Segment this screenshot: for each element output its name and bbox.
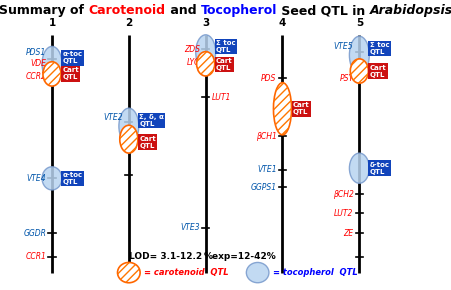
Text: Σ toc
QTL: Σ toc QTL — [216, 40, 235, 53]
Ellipse shape — [43, 62, 61, 86]
Text: VTE1: VTE1 — [257, 165, 276, 174]
Text: LUT2: LUT2 — [333, 209, 353, 218]
Text: Σ, δ, α
QTL: Σ, δ, α QTL — [139, 114, 164, 127]
Ellipse shape — [117, 262, 140, 283]
Text: βCH2: βCH2 — [332, 190, 353, 199]
Text: CCR2: CCR2 — [25, 72, 46, 81]
Text: βCH1: βCH1 — [255, 132, 276, 141]
Text: Tocopherol: Tocopherol — [200, 4, 276, 17]
Text: Cart
QTL: Cart QTL — [369, 65, 386, 77]
Ellipse shape — [273, 83, 291, 135]
Text: VTE4: VTE4 — [27, 174, 46, 183]
Text: and: and — [165, 4, 200, 17]
Text: Seed QTL in: Seed QTL in — [276, 4, 369, 17]
Text: VDE: VDE — [30, 59, 46, 68]
Ellipse shape — [119, 108, 138, 144]
Text: Σ toc
QTL: Σ toc QTL — [369, 42, 388, 55]
Text: ZE: ZE — [343, 229, 353, 238]
Text: α-toc
QTL: α-toc QTL — [62, 52, 83, 64]
Text: CCR1: CCR1 — [25, 252, 46, 261]
Ellipse shape — [42, 167, 62, 190]
Text: α-toc
QTL: α-toc QTL — [62, 172, 83, 185]
Text: %exp=12-42%: %exp=12-42% — [203, 252, 276, 261]
Text: Cart
QTL: Cart QTL — [216, 58, 232, 71]
Text: 2: 2 — [125, 18, 132, 28]
Text: VTE5: VTE5 — [333, 42, 353, 51]
Text: Cart
QTL: Cart QTL — [139, 136, 156, 148]
Ellipse shape — [196, 52, 214, 76]
Ellipse shape — [349, 36, 368, 74]
Text: 5: 5 — [355, 18, 362, 28]
Text: 4: 4 — [278, 18, 285, 28]
Text: δ-toc
QTL: δ-toc QTL — [369, 162, 389, 175]
Ellipse shape — [195, 35, 215, 70]
Text: PDS1: PDS1 — [26, 48, 46, 57]
Text: 1: 1 — [48, 18, 55, 28]
Text: LUT1: LUT1 — [211, 93, 230, 102]
Text: GGDR: GGDR — [23, 229, 46, 238]
Ellipse shape — [42, 46, 62, 81]
Text: = carotenoid  QTL: = carotenoid QTL — [143, 268, 228, 277]
Ellipse shape — [246, 262, 268, 283]
Text: Cart
QTL: Cart QTL — [62, 68, 79, 80]
Text: LYC: LYC — [186, 58, 199, 67]
Ellipse shape — [120, 125, 138, 153]
Ellipse shape — [349, 153, 368, 183]
Text: Carotenoid: Carotenoid — [88, 4, 165, 17]
Text: VTE3: VTE3 — [180, 223, 199, 232]
Text: = tocopherol  QTL: = tocopherol QTL — [272, 268, 357, 277]
Text: GGPS1: GGPS1 — [250, 182, 276, 192]
Text: ZDS: ZDS — [184, 45, 199, 54]
Text: LOD= 3.1-12.2: LOD= 3.1-12.2 — [129, 252, 202, 261]
Text: Arabidopsis: Arabidopsis — [369, 4, 451, 17]
Ellipse shape — [350, 59, 368, 83]
Text: Cart
QTL: Cart QTL — [292, 102, 309, 115]
Text: 3: 3 — [202, 18, 209, 28]
Text: Summary of: Summary of — [0, 4, 88, 17]
Text: PSY: PSY — [339, 74, 353, 83]
Text: VTE2: VTE2 — [103, 113, 123, 122]
Text: PDS: PDS — [261, 74, 276, 83]
